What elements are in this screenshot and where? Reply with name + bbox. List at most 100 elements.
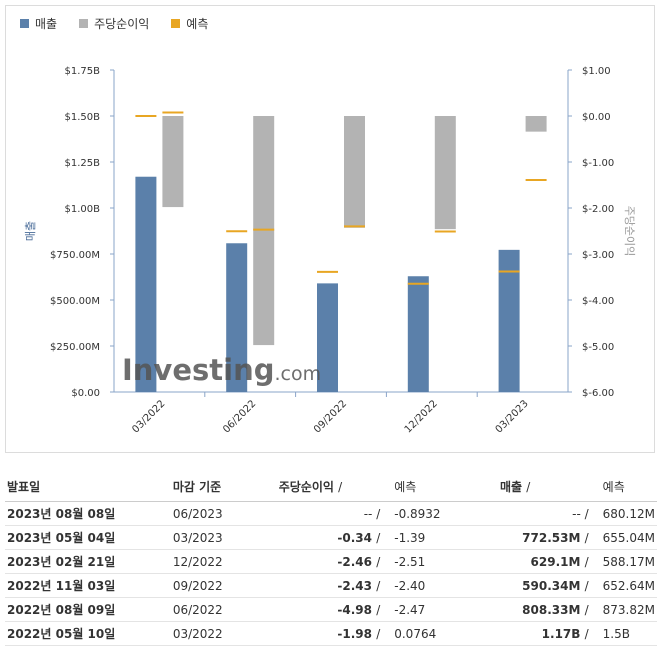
- revenue-actual: -- /: [497, 501, 591, 526]
- revenue-forecast: 588.17M: [590, 549, 657, 574]
- col-eps-forecast[interactable]: 예측: [382, 474, 498, 502]
- left-tick-label: $500.00M: [50, 296, 100, 307]
- legend-eps-label: 주당순이익: [94, 17, 150, 31]
- revenue-separator: /: [584, 602, 589, 617]
- table-row: 2023년 08월 08일 06/2023 -- / -0.8932 -- /680.1…: [5, 501, 657, 526]
- release-date: 2023년 08월 08일: [5, 501, 171, 526]
- revenue-swatch: [20, 19, 29, 28]
- revenue-forecast: 1.5B: [590, 621, 657, 646]
- eps-actual: -0.34 /: [276, 525, 383, 550]
- revenue-bar: [317, 283, 338, 392]
- eps-forecast: -0.8932: [382, 501, 498, 526]
- category-label: 12/2022: [403, 398, 440, 435]
- legend-eps[interactable]: 주당순이익: [79, 15, 149, 32]
- release-date: 2023년 05월 04일: [5, 525, 171, 550]
- col-revenue-forecast[interactable]: 예측: [590, 474, 657, 502]
- eps-forecast: 0.0764: [382, 621, 498, 646]
- left-tick-label: $1.00B: [65, 204, 101, 215]
- revenue-forecast: 652.64M: [590, 573, 657, 598]
- col-revenue-label: 매출: [499, 480, 523, 494]
- table-body: 2023년 08월 08일 06/2023 -- / -0.8932 -- /680.1…: [5, 501, 657, 646]
- legend-revenue-label: 매출: [35, 17, 58, 31]
- legend-forecast-label: 예측: [186, 17, 209, 31]
- table-row: 2022년 11월 03일 09/2022 -2.43 /-2.40 590.34M …: [5, 573, 657, 598]
- revenue-actual: 772.53M /: [497, 525, 591, 550]
- revenue-forecast: 680.12M: [590, 501, 657, 526]
- eps-actual: -2.43 /: [276, 573, 383, 598]
- revenue-bar: [135, 176, 157, 392]
- release-date: 2022년 11월 03일: [5, 573, 171, 598]
- left-tick-label: $1.50B: [65, 112, 101, 123]
- revenue-actual: 629.1M /: [497, 549, 591, 574]
- left-tick-label: $750.00M: [50, 250, 100, 261]
- revenue-bar: [407, 276, 429, 392]
- left-tick-label: $0.00: [71, 388, 100, 399]
- period-end: 12/2022: [170, 549, 277, 574]
- table-row: 2023년 05월 04일 03/2023 -0.34 /-1.39 772.53M …: [5, 525, 657, 550]
- eps-bar: [434, 116, 456, 230]
- revenue-actual: 808.33M /: [497, 597, 591, 622]
- right-tick-label: $-1.00: [582, 158, 614, 169]
- right-tick-label: $-3.00: [582, 250, 614, 261]
- eps-separator: /: [376, 554, 381, 569]
- eps-actual: -- /: [276, 501, 383, 526]
- revenue-forecast: 873.82M: [590, 597, 657, 622]
- eps-separator: /: [376, 578, 381, 593]
- right-tick-label: $0.00: [582, 112, 611, 123]
- release-date: 2022년 08월 09일: [5, 597, 171, 622]
- col-eps-sep: /: [338, 480, 343, 494]
- revenue-actual: 1.17B /: [497, 621, 591, 646]
- release-date: 2023년 02월 21일: [5, 549, 171, 574]
- eps-bar: [525, 116, 547, 132]
- eps-separator: /: [376, 626, 381, 641]
- table-row: 2023년 02월 21일 12/2022 -2.46 /-2.51 629.1M /…: [5, 549, 657, 574]
- revenue-separator: /: [584, 626, 589, 641]
- eps-bar: [344, 116, 365, 228]
- right-tick-label: $1.00: [582, 66, 611, 77]
- revenue-separator: /: [584, 530, 589, 545]
- legend-revenue[interactable]: 매출: [20, 15, 57, 32]
- col-date[interactable]: 발표일: [5, 474, 171, 502]
- release-date: 2022년 05월 10일: [5, 621, 171, 646]
- eps-separator: /: [376, 530, 381, 545]
- revenue-separator: /: [584, 554, 589, 569]
- eps-swatch: [79, 19, 89, 28]
- eps-actual: -4.98 /: [276, 597, 383, 622]
- right-axis-title: 주당순이익: [623, 206, 636, 257]
- left-tick-label: $1.25B: [65, 158, 101, 169]
- period-end: 09/2022: [170, 573, 277, 598]
- col-revenue[interactable]: 매출 /: [497, 474, 591, 502]
- revenue-forecast: 655.04M: [590, 525, 657, 550]
- watermark-domain: .com: [274, 363, 321, 385]
- earnings-chart: $0.00 $250.00M $500.00M $750.00M $1.00B $1.25…: [24, 66, 636, 435]
- chart-legend: 매출 주당순이익 예측: [20, 15, 208, 32]
- category-label: 06/2022: [221, 398, 258, 435]
- forecast-swatch: [171, 19, 181, 28]
- category-label: 03/2022: [130, 398, 167, 435]
- eps-forecast: -2.51: [382, 549, 498, 574]
- revenue-separator: /: [584, 578, 589, 593]
- chart-panel: 매출 주당순이익 예측 $0.00 $250.00M $500.00M $750.00…: [5, 5, 655, 453]
- eps-forecast: -2.40: [382, 573, 498, 598]
- period-end: 06/2022: [170, 597, 277, 622]
- table-header-row: 발표일 마감 기준 주당순이익 / 예측 매출 / 예측: [5, 474, 657, 502]
- watermark-brand: Investing: [122, 353, 274, 387]
- legend-forecast[interactable]: 예측: [171, 15, 208, 32]
- eps-bar: [162, 116, 184, 208]
- right-tick-label: $-2.00: [582, 204, 614, 215]
- eps-separator: /: [376, 506, 381, 521]
- category-label: 09/2022: [312, 398, 349, 435]
- category-label: 03/2023: [494, 398, 531, 435]
- revenue-separator: /: [584, 506, 589, 521]
- col-eps[interactable]: 주당순이익 /: [276, 474, 383, 502]
- left-tick-label: $1.75B: [65, 66, 101, 77]
- revenue-bar: [226, 243, 248, 392]
- col-eps-label: 주당순이익: [278, 480, 334, 494]
- eps-forecast: -2.47: [382, 597, 498, 622]
- earnings-table: 발표일 마감 기준 주당순이익 / 예측 매출 / 예측 2023년 08월 0…: [5, 474, 657, 646]
- table-row: 2022년 08월 09일 06/2022 -4.98 /-2.47 808.33M …: [5, 597, 657, 622]
- eps-actual: -2.46 /: [276, 549, 383, 574]
- period-end: 06/2023: [170, 501, 277, 526]
- eps-actual: -1.98 /: [276, 621, 383, 646]
- col-period[interactable]: 마감 기준: [170, 474, 277, 502]
